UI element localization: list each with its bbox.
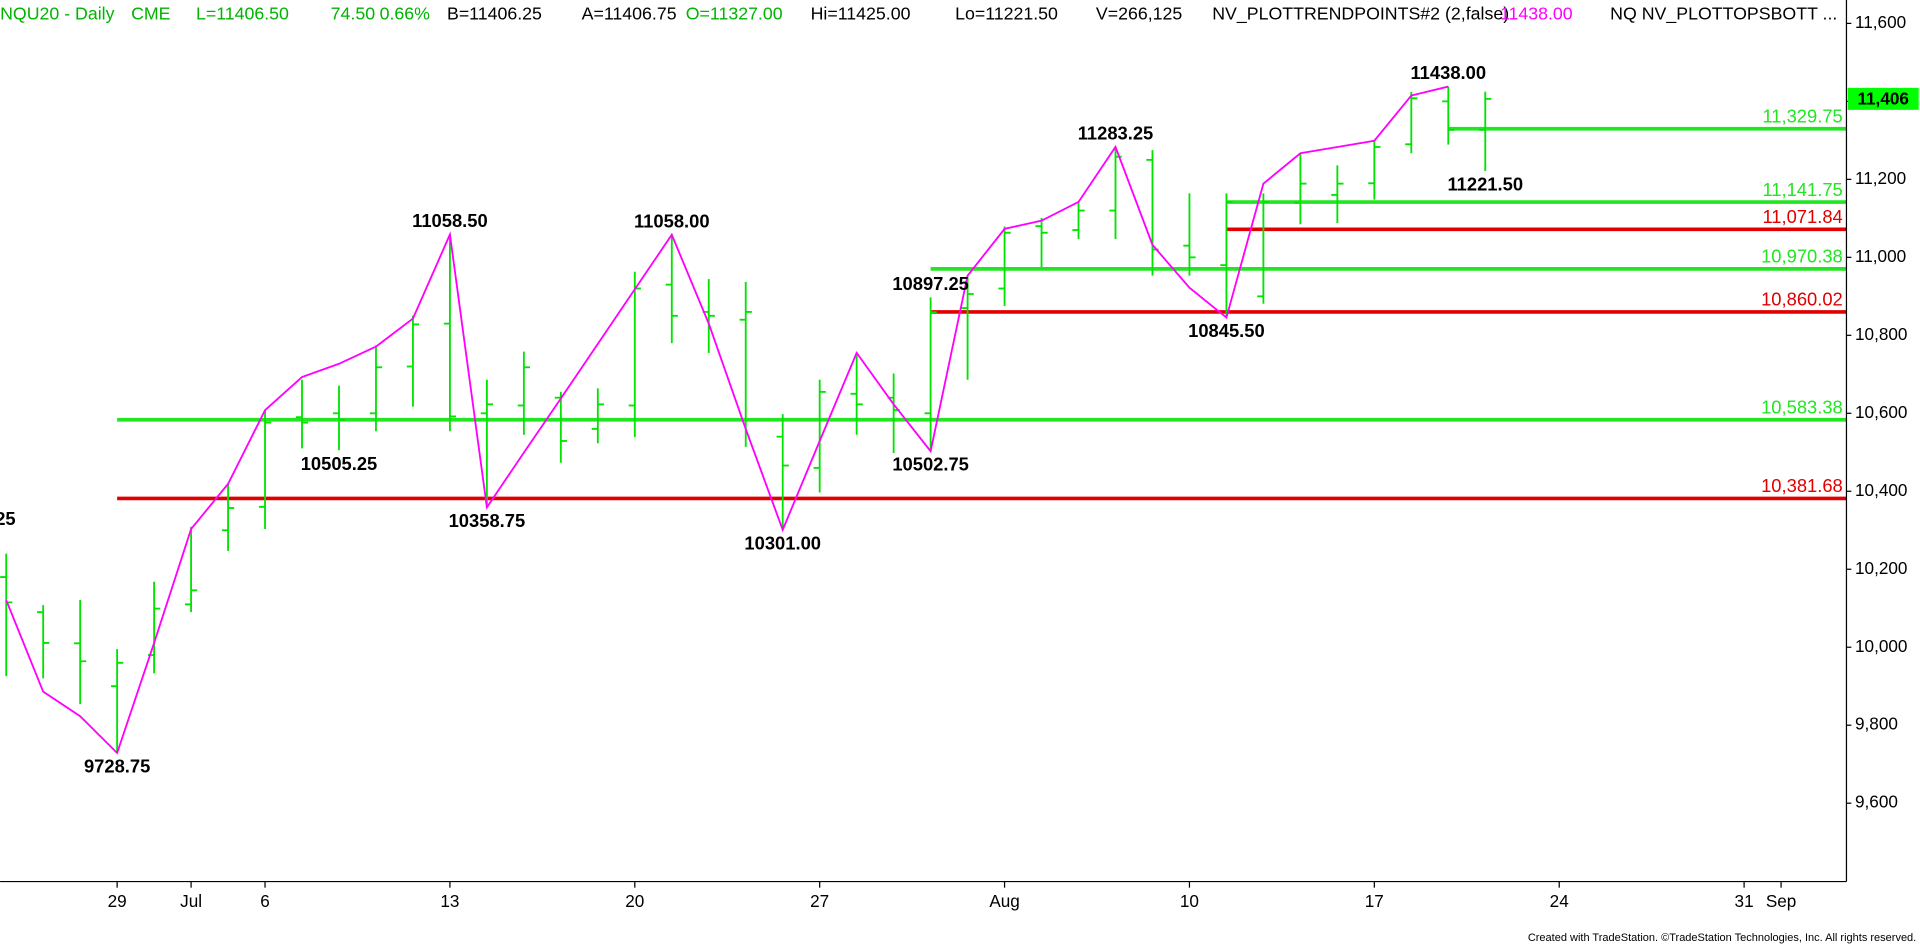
header-item: L=11406.50 — [196, 3, 289, 23]
header-item: V=266,125 — [1096, 3, 1182, 23]
header-item: NV_PLOTTRENDPOINTS#2 (2,false) — [1212, 3, 1509, 24]
y-tick-label: 9,600 — [1855, 792, 1898, 812]
x-tick-label: 24 — [1550, 891, 1570, 911]
header-item: NQ NV_PLOTTOPSBOTT ... — [1610, 3, 1837, 24]
y-tick-label: 10,400 — [1855, 480, 1907, 500]
swing-label: 10505.25 — [301, 453, 378, 474]
footer: Created with TradeStation. ©TradeStation… — [1528, 932, 1916, 944]
level-label: 11,071.84 — [1762, 206, 1842, 227]
trend-line — [5, 85, 1449, 755]
header-item: 11438.00 — [1500, 3, 1573, 23]
y-tick-label: 10,200 — [1855, 558, 1907, 578]
header-item: Lo=11221.50 — [955, 3, 1058, 23]
y-tick-label: 11,200 — [1855, 168, 1906, 188]
x-tick-label: 13 — [440, 891, 459, 911]
swing-label: 10502.75 — [892, 454, 969, 475]
level-label: 11,329.75 — [1762, 106, 1842, 127]
y-tick-label: 9,800 — [1855, 714, 1898, 734]
header-item: A=11406.75 — [582, 3, 677, 23]
header-item: CME — [131, 3, 171, 23]
swing-label: 10897.25 — [892, 273, 969, 294]
level-label: 10,970.38 — [1761, 246, 1843, 267]
x-tick-label: 10 — [1180, 891, 1199, 911]
swing-label: 9728.75 — [84, 756, 150, 777]
swing-label: 11058.50 — [412, 210, 488, 231]
plot-area: 11,329.75 11,141.75 11,071.84 10,970.38 10,8… — [0, 3, 1847, 777]
x-tick-label: 31 — [1735, 891, 1754, 911]
header-item: B=11406.25 — [447, 3, 542, 23]
header-item: 74.50 — [331, 3, 376, 23]
y-tick-label: 10,800 — [1855, 324, 1907, 344]
y-tick-label: 11,000 — [1855, 246, 1906, 266]
header-item: NQU20 - Daily — [0, 3, 115, 23]
x-tick-label: 29 — [108, 891, 127, 911]
swing-label: 10845.50 — [1188, 320, 1265, 341]
x-tick-label: 20 — [625, 891, 644, 911]
swing-label: 11058.00 — [634, 210, 710, 231]
y-tick-label: 10,000 — [1855, 636, 1907, 656]
header-item: Hi=11425.00 — [811, 3, 911, 23]
last-price-label: 11,406 — [1857, 89, 1908, 109]
x-tick-label: 6 — [260, 891, 270, 911]
swing-label: 11283.25 — [1078, 122, 1154, 143]
x-tick-label: 17 — [1365, 891, 1384, 911]
level-label: 11,141.75 — [1762, 179, 1842, 200]
level-label: 10,583.38 — [1761, 397, 1843, 418]
axes: 9,600 9,800 10,000 10,200 10,400 10,600 10,800… — [0, 0, 1919, 911]
swing-label: 10301.00 — [744, 532, 821, 553]
x-tick-label: 27 — [810, 891, 829, 911]
x-tick-label: Sep — [1766, 891, 1796, 911]
level-label: 10,381.68 — [1761, 475, 1843, 496]
last-price-box — [1847, 87, 1919, 110]
x-tick-label: Aug — [989, 891, 1019, 911]
header-item: O=11327.00 — [686, 3, 783, 23]
level-label: 10,860.02 — [1761, 289, 1843, 310]
edge-label: 25 — [0, 508, 16, 529]
y-tick-label: 11,600 — [1855, 12, 1906, 32]
swing-label: 11438.00 — [1411, 62, 1487, 83]
x-tick-label: Jul — [180, 891, 202, 911]
swing-label: 10358.75 — [449, 510, 526, 531]
header-item: 0.66% — [380, 3, 431, 23]
swing-label: 11221.50 — [1447, 174, 1523, 195]
y-tick-label: 10,600 — [1855, 402, 1907, 422]
